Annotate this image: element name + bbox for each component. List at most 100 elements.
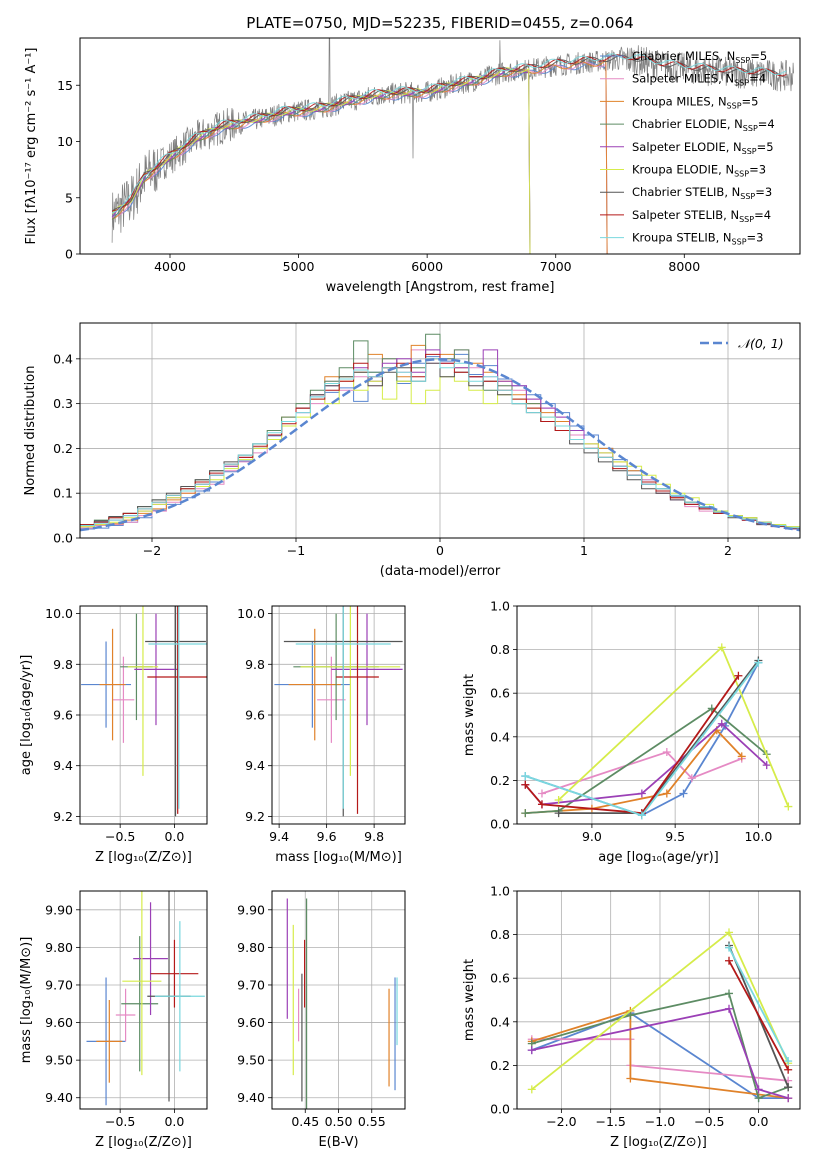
y-tick-label: 9.6 [53,708,73,723]
legend-count: =4 [758,117,775,131]
model-spectrum-line [111,53,787,214]
y-tick-label: 10.0 [237,606,265,621]
plot-area [527,928,793,1103]
y-tick-label: 0.8 [490,927,510,942]
grid [517,890,800,1110]
legend-subscript: SSP [734,79,749,88]
legend-label: Kroupa MILES, NSSP=5 [632,94,758,110]
y-tick-label: 0.6 [490,686,510,701]
axes-border [516,890,801,1110]
y-tick-label: 1.0 [490,599,510,614]
mass-weight-point [717,719,726,728]
x-axis-label: wavelength [Angstrom, rest frame] [326,280,555,295]
x-tick-label: 5000 [283,259,315,274]
y-axis-label: Normed distribution [23,366,38,496]
mass-weight-point [637,789,646,798]
mass-weight-point [521,780,530,789]
y-tick-label: 9.2 [245,809,265,824]
axes-frame: −2.0 −1.5 −1.0 −0.5 0.0 0.0 0.2 0.4 0.6 0.8 1.0 Z [… [462,884,801,1150]
plot-area [521,643,793,820]
y-tick-label: 9.4 [245,758,265,773]
age-vs-mass-panel: 9.4 9.6 9.8 9.2 9.4 9.6 9.8 10.0 mass [log₁₀(M/M… [237,605,406,865]
x-tick-label: 9.6 [317,829,337,844]
legend-subscript: SSP [739,215,754,224]
legend: Chabrier MILES, NSSP=5 Salpeter MILES, NS… [600,49,775,247]
mass-weight-line [525,707,768,814]
axes-frame: 9.4 9.6 9.8 9.2 9.4 9.6 9.8 10.0 mass [log₁₀(M/M… [237,605,406,865]
legend-count: =3 [755,185,772,199]
mass-weight-point [527,1085,536,1094]
mass-weight-point [725,956,734,965]
legend-label: Chabrier ELODIE, NSSP=4 [632,117,775,133]
legend-label: Salpeter MILES, NSSP=4 [632,72,766,88]
x-tick-label: 0.0 [164,829,184,844]
mass-weight-vs-age-panel: 9.0 9.5 10.0 0.0 0.2 0.4 0.6 0.8 1.0 age [log₁₀(a… [462,599,801,865]
y-tick-label: 9.8 [53,657,73,672]
y-tick-label: 10 [57,134,73,149]
y-axis-label: mass weight [462,959,477,1041]
y-tick-label: 9.80 [45,940,73,955]
mass-weight-line [531,1007,789,1099]
y-tick-label: 0.3 [53,396,73,411]
legend-count: =4 [749,72,766,86]
legend-label: Salpeter STELIB, NSSP=4 [632,208,771,224]
mass-weight-point [762,761,771,770]
y-tick-label: 5 [65,190,73,205]
axes-frame: −0.5 0.0 9.2 9.4 9.6 9.8 10.0 Z [log₁₀(Z/Z⊙)] ag… [19,605,208,865]
y-tick-label: 9.2 [53,809,73,824]
grid [272,891,405,1109]
mass-weight-point [725,928,734,937]
mass-weight-point [734,671,743,680]
spectrum-panel: 4000 5000 6000 7000 8000 0 5 10 15 wavelength [An… [24,37,801,295]
axes-frame: 4000 5000 6000 7000 8000 0 5 10 15 wavelength [An… [24,37,801,295]
mass-weight-line [524,675,740,815]
y-axis-label: mass weight [462,674,477,756]
x-tick-label: 9.4 [269,829,289,844]
mass-weight-point [784,1065,793,1074]
y-tick-label: 9.70 [45,977,73,992]
y-tick-label: 15 [57,78,73,93]
model-spectrum-line [111,59,608,254]
mass-weight-point [737,752,746,761]
axes-frame: −0.5 0.0 9.40 9.50 9.60 9.70 9.80 9.90 Z [log₁₀(… [19,890,208,1150]
mass-weight-point [725,989,734,998]
legend-label: Kroupa ELODIE, NSSP=3 [632,163,766,179]
y-tick-label: 9.80 [237,940,265,955]
x-tick-label: 0.45 [291,1114,319,1129]
x-tick-label: 10.0 [744,829,772,844]
legend-subscript: SSP [734,170,749,179]
grid [272,606,405,824]
axes-frame: −2 −1 0 1 2 0.0 0.1 0.2 0.3 0.4 (data-model)/error… [23,322,801,579]
x-tick-label: 0.0 [749,1114,769,1129]
mass-weight-point [717,643,726,652]
x-tick-label: 8000 [668,259,700,274]
histogram-step-line [80,358,800,529]
axes-border [79,890,208,1110]
mass-weight-line [531,1012,789,1099]
x-tick-label: 6000 [411,259,443,274]
legend-label: Chabrier STELIB, NSSP=3 [632,185,772,201]
x-tick-label: −2.0 [546,1114,576,1129]
y-tick-label: 9.40 [45,1090,73,1105]
age-vs-metallicity-panel: −0.5 0.0 9.2 9.4 9.6 9.8 10.0 Z [log₁₀(Z/Z⊙)] ag… [19,605,208,865]
mass-weight-point [725,1004,734,1013]
x-axis-label: Z [log₁₀(Z/Z⊙)] [610,1135,707,1150]
mass-weight-point [554,796,563,805]
legend-label: 𝒩(0, 1) [738,336,784,351]
legend-count: =5 [742,94,759,108]
y-tick-label: 9.90 [45,902,73,917]
model-spectrum-line [111,54,787,212]
mass-weight-point [725,943,734,952]
mass-weight-point [527,1046,536,1055]
plot-area [80,333,800,532]
x-axis-label: E(B-V) [318,1135,358,1150]
axes-border [516,605,801,825]
y-tick-label: 9.4 [53,758,73,773]
x-tick-label: 9.0 [582,829,602,844]
plot-area [81,606,207,817]
y-tick-label: 0 [65,247,73,262]
y-tick-label: 1.0 [490,884,510,899]
mass-weight-point [537,789,546,798]
model-spectrum-line [111,54,787,212]
